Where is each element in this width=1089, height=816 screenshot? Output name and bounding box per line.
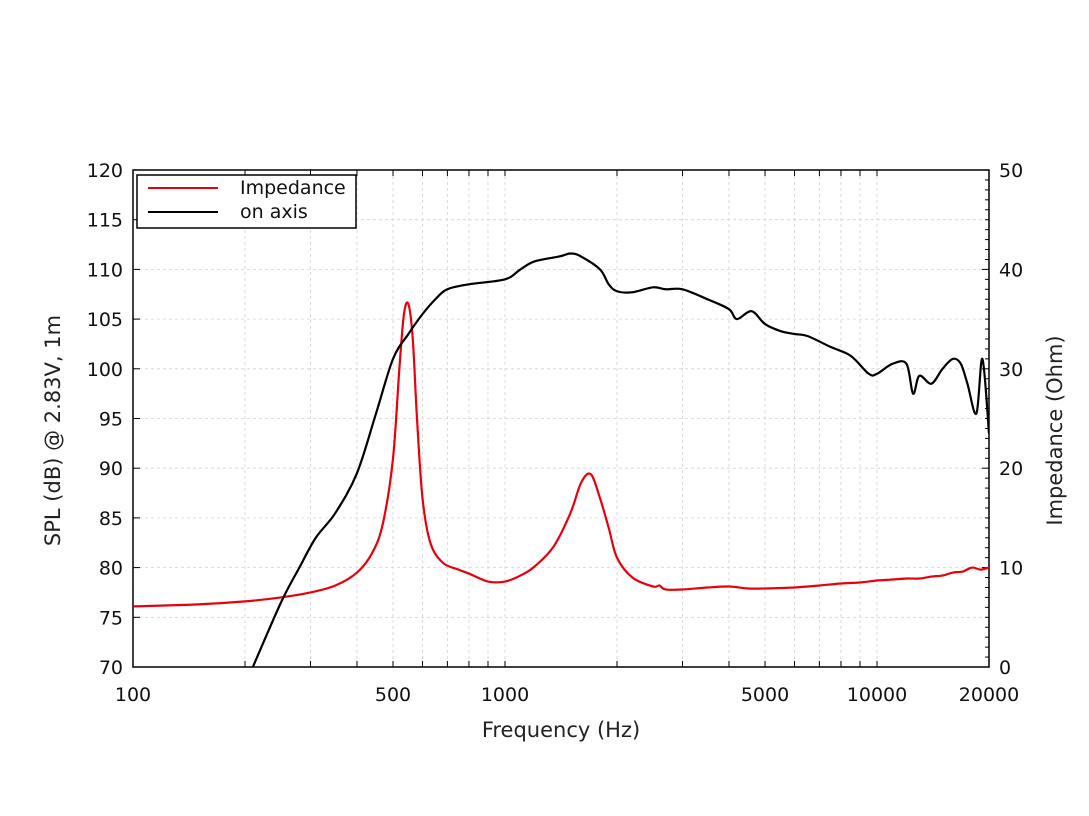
series-lines <box>133 252 989 667</box>
x-tick-label: 20000 <box>959 684 1019 706</box>
x-tick-label: 1000 <box>481 684 529 706</box>
y-tick-label: 70 <box>99 657 123 679</box>
y2-tick-label: 50 <box>999 160 1023 182</box>
y2-axis-title: Impedance (Ohm) <box>1043 335 1067 525</box>
axis-ticks <box>133 169 989 668</box>
y-axis-title: SPL (dB) @ 2.83V, 1m <box>41 315 65 546</box>
tick-labels: 70 75 80 85 90 95 100 105 110 115 120 0 10 20 30 40 50 10… <box>87 160 1023 706</box>
series-line-on-axis <box>251 252 989 667</box>
legend-label-on-axis: on axis <box>240 201 308 223</box>
y-tick-label: 85 <box>99 508 123 530</box>
y-tick-label: 75 <box>99 607 123 629</box>
y2-tick-label: 20 <box>999 458 1023 480</box>
y2-tick-label: 0 <box>999 657 1011 679</box>
y-tick-label: 100 <box>87 359 123 381</box>
y2-tick-label: 30 <box>999 359 1023 381</box>
grid <box>133 170 989 667</box>
x-axis-title: Frequency (Hz) <box>482 718 640 742</box>
y-tick-label: 115 <box>87 210 123 232</box>
legend: Impedance on axis <box>136 174 357 229</box>
y-tick-label: 105 <box>87 309 123 331</box>
series-line-impedance <box>133 301 989 608</box>
x-tick-label: 100 <box>115 684 151 706</box>
y-tick-label: 120 <box>87 160 123 182</box>
x-tick-label: 500 <box>375 684 411 706</box>
y2-tick-label: 40 <box>999 259 1023 281</box>
y-tick-label: 80 <box>99 558 123 580</box>
x-tick-label: 10000 <box>847 684 907 706</box>
legend-label-impedance: Impedance <box>240 177 346 199</box>
y2-tick-label: 10 <box>999 558 1023 580</box>
y-tick-label: 90 <box>99 458 123 480</box>
legend-box <box>136 174 357 229</box>
y-tick-label: 110 <box>87 259 123 281</box>
y-tick-label: 95 <box>99 409 123 431</box>
x-tick-label: 5000 <box>741 684 789 706</box>
